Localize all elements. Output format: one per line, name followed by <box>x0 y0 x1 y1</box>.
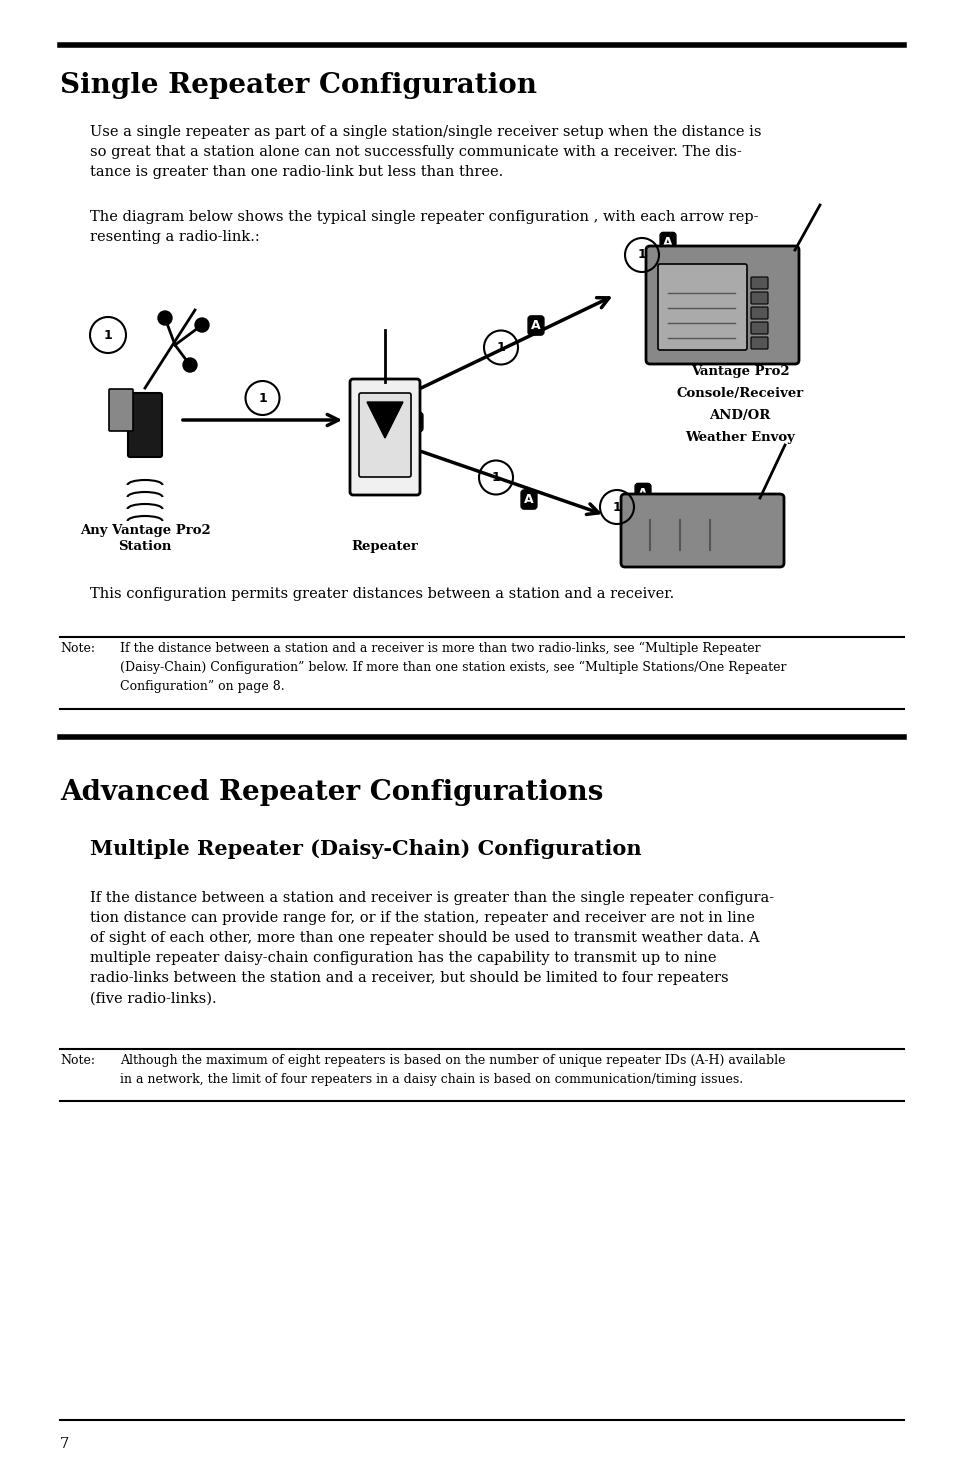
Circle shape <box>194 319 209 332</box>
Text: Although the maximum of eight repeaters is based on the number of unique repeate: Although the maximum of eight repeaters … <box>120 1055 784 1086</box>
Text: Use a single repeater as part of a single station/single receiver setup when the: Use a single repeater as part of a singl… <box>90 125 760 178</box>
FancyBboxPatch shape <box>128 392 162 457</box>
Text: 1: 1 <box>491 471 500 484</box>
Text: Single Repeater Configuration: Single Repeater Configuration <box>60 72 537 99</box>
Text: Vantage Pro2: Vantage Pro2 <box>690 364 788 378</box>
Text: A: A <box>662 236 672 248</box>
Text: A: A <box>410 416 419 429</box>
Text: Note:: Note: <box>60 1055 95 1066</box>
FancyBboxPatch shape <box>620 494 783 566</box>
Text: Note:: Note: <box>60 642 95 655</box>
Text: Advanced Repeater Configurations: Advanced Repeater Configurations <box>60 779 602 805</box>
FancyBboxPatch shape <box>645 246 799 364</box>
FancyBboxPatch shape <box>750 322 767 333</box>
FancyBboxPatch shape <box>750 336 767 350</box>
FancyBboxPatch shape <box>358 392 411 476</box>
FancyBboxPatch shape <box>750 292 767 304</box>
Text: AND/OR: AND/OR <box>709 409 770 422</box>
FancyBboxPatch shape <box>658 264 746 350</box>
FancyBboxPatch shape <box>750 277 767 289</box>
Text: 7: 7 <box>60 1437 70 1451</box>
FancyBboxPatch shape <box>109 389 132 431</box>
Text: 1: 1 <box>258 391 267 404</box>
Text: Console/Receiver: Console/Receiver <box>676 386 802 400</box>
Text: A: A <box>531 319 540 332</box>
Text: 1: 1 <box>497 341 505 354</box>
Circle shape <box>183 358 196 372</box>
Text: Weather Envoy: Weather Envoy <box>684 431 794 444</box>
Text: Repeater: Repeater <box>352 540 418 553</box>
Text: A: A <box>638 487 647 500</box>
Text: A: A <box>523 493 534 506</box>
Text: If the distance between a station and a receiver is more than two radio-links, s: If the distance between a station and a … <box>120 642 785 693</box>
Text: If the distance between a station and receiver is greater than the single repeat: If the distance between a station and re… <box>90 891 773 1006</box>
Text: Any Vantage Pro2
Station: Any Vantage Pro2 Station <box>79 524 211 553</box>
Circle shape <box>158 311 172 324</box>
FancyBboxPatch shape <box>750 307 767 319</box>
FancyBboxPatch shape <box>350 379 419 496</box>
Text: 1: 1 <box>637 248 646 261</box>
Text: The diagram below shows the typical single repeater configuration , with each ar: The diagram below shows the typical sing… <box>90 209 758 243</box>
Text: 1: 1 <box>612 500 620 513</box>
Text: This configuration permits greater distances between a station and a receiver.: This configuration permits greater dista… <box>90 587 674 600</box>
Polygon shape <box>367 403 402 438</box>
Text: 1: 1 <box>104 329 112 342</box>
Text: Multiple Repeater (Daisy-Chain) Configuration: Multiple Repeater (Daisy-Chain) Configur… <box>90 839 641 858</box>
